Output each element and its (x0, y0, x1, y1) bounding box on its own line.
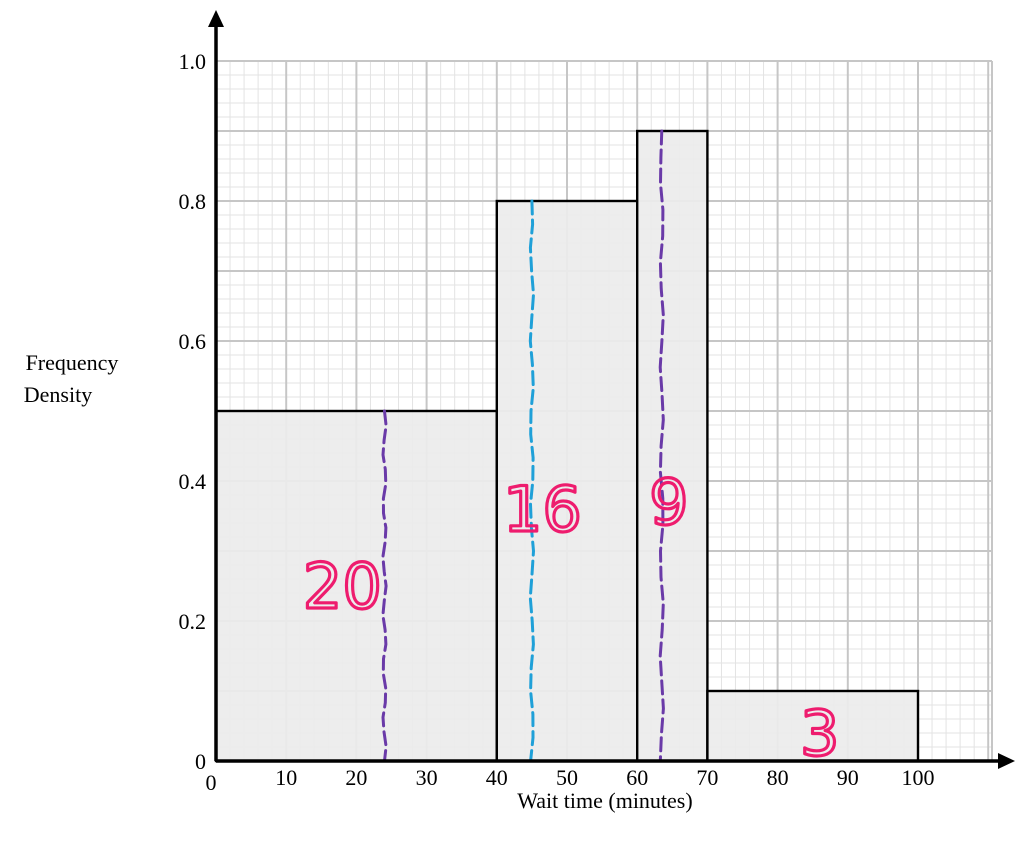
annotation-label-1: 20 (303, 550, 382, 623)
annotation-label-3: 9 (649, 466, 688, 539)
handwritten-annotations: 20 16 9 3 (301, 464, 841, 771)
y-tick-label: 0.8 (179, 189, 207, 214)
x-tick-label: 0 (206, 770, 217, 795)
x-tick-label: 40 (486, 765, 508, 790)
annotation-label-2: 16 (503, 473, 582, 546)
x-tick-label: 80 (767, 765, 789, 790)
dashed-line-2 (528, 199, 536, 763)
x-tick-label: 70 (696, 765, 718, 790)
histogram-bars (214, 129, 920, 763)
dashed-line-3 (658, 129, 665, 763)
histogram-bar-1 (214, 409, 498, 763)
annotation-label-4: 3 (800, 697, 839, 770)
dashed-line-1 (381, 409, 388, 763)
y-tick-label: 0.6 (179, 329, 207, 354)
x-tick-label: 90 (837, 765, 859, 790)
x-axis-arrowhead (998, 753, 1015, 769)
histogram-bar-4 (706, 689, 920, 763)
y-tick-label: 0.2 (179, 609, 207, 634)
y-tick-label: 1.0 (179, 49, 207, 74)
histogram-bar-3 (636, 129, 709, 763)
y-axis-title-line2: Density (24, 382, 92, 407)
x-tick-label: 30 (416, 765, 438, 790)
dashed-reference-lines (381, 129, 665, 763)
x-axis-title: Wait time (minutes) (517, 788, 692, 813)
y-axis-arrowhead (208, 10, 224, 27)
y-tick-label: 0 (195, 749, 206, 774)
x-tick-label: 10 (275, 765, 297, 790)
x-tick-label: 100 (902, 765, 935, 790)
y-tick-label: 0.4 (179, 469, 207, 494)
x-tick-label: 60 (626, 765, 648, 790)
axes (208, 10, 1015, 769)
y-axis-title-line1: Frequency (26, 350, 119, 375)
x-tick-labels: 0 10 20 30 40 50 60 70 80 90 100 (206, 765, 935, 795)
x-tick-label: 20 (345, 765, 367, 790)
y-tick-labels: 0 0.2 0.4 0.6 0.8 1.0 (179, 49, 207, 774)
histogram-bar-2 (495, 199, 639, 763)
x-tick-label: 50 (556, 765, 578, 790)
